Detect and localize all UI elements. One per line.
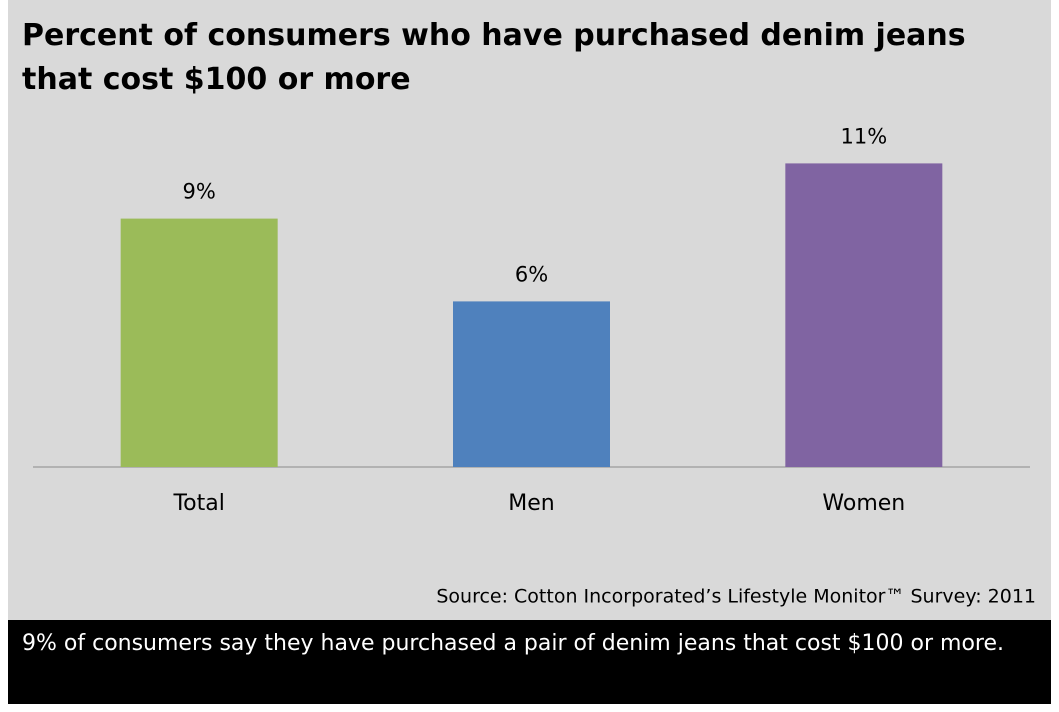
- bar: [120, 218, 278, 467]
- x-tick-label: Women: [822, 491, 905, 516]
- source: Source: Cotton Incorporated’s Lifestyle …: [436, 586, 1036, 608]
- value-label: 11%: [840, 124, 887, 148]
- bar: [785, 163, 943, 467]
- note: 9% of consumers say they have purchased …: [8, 620, 1051, 704]
- value-label: 6%: [515, 262, 548, 286]
- x-tick-label: Total: [172, 491, 224, 516]
- chart: Source: Cotton Incorporated’s Lifestyle …: [8, 0, 1051, 620]
- chart-title: Percent of consumers who have purchased …: [22, 18, 966, 97]
- x-tick-label: Men: [508, 491, 554, 516]
- bar: [453, 301, 610, 467]
- value-label: 9%: [183, 180, 216, 204]
